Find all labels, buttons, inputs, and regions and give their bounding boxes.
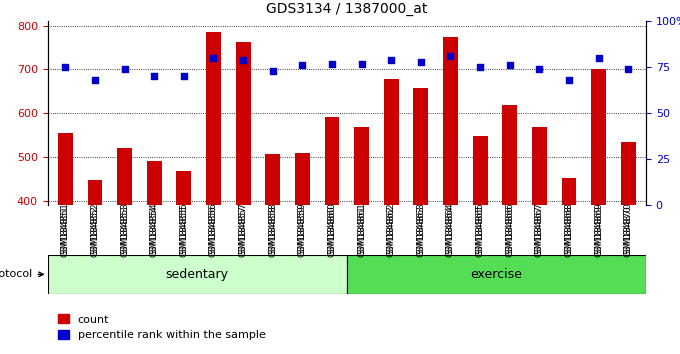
Point: [60, 64, 71, 70]
Text: GSM184862: GSM184862: [387, 205, 396, 260]
Text: GSM184870: GSM184870: [624, 205, 632, 260]
Point: [593, 55, 604, 61]
Point: [208, 55, 219, 61]
Bar: [621, 142, 636, 354]
Bar: [324, 117, 339, 354]
Text: GSM184857: GSM184857: [239, 205, 248, 260]
Bar: [177, 171, 191, 354]
Text: GSM184867: GSM184867: [535, 205, 544, 260]
Text: GSM184865: GSM184865: [475, 202, 485, 257]
Text: GSM184868: GSM184868: [564, 205, 573, 260]
Bar: [384, 79, 398, 354]
Text: GSM184858: GSM184858: [268, 205, 277, 260]
Text: protocol: protocol: [0, 269, 44, 279]
Bar: [265, 154, 280, 354]
Point: [297, 63, 308, 68]
Point: [238, 57, 249, 63]
Text: GSM184866: GSM184866: [505, 205, 514, 260]
Text: GSM184863: GSM184863: [416, 202, 426, 257]
Text: GSM184854: GSM184854: [150, 202, 158, 257]
Text: GSM184859: GSM184859: [298, 202, 307, 257]
Text: exercise: exercise: [471, 268, 522, 281]
Text: GSM184866: GSM184866: [505, 202, 514, 257]
Text: GSM184868: GSM184868: [564, 202, 573, 257]
Point: [623, 66, 634, 72]
Point: [415, 59, 426, 64]
Text: GSM184862: GSM184862: [387, 202, 396, 257]
Bar: [532, 127, 547, 354]
Bar: [206, 32, 221, 354]
Text: GSM184852: GSM184852: [90, 205, 99, 260]
Bar: [88, 180, 103, 354]
Text: GSM184853: GSM184853: [120, 205, 129, 260]
Bar: [503, 105, 517, 354]
Bar: [473, 136, 488, 354]
Text: GSM184869: GSM184869: [594, 202, 603, 257]
Text: sedentary: sedentary: [166, 268, 228, 281]
Text: GSM184857: GSM184857: [239, 202, 248, 257]
FancyBboxPatch shape: [347, 255, 646, 294]
Text: GSM184856: GSM184856: [209, 205, 218, 260]
Bar: [562, 178, 577, 354]
Point: [119, 66, 130, 72]
Text: GSM184869: GSM184869: [594, 205, 603, 260]
Text: GSM184864: GSM184864: [446, 205, 455, 260]
Point: [178, 74, 189, 79]
Text: GSM184863: GSM184863: [416, 205, 426, 260]
Text: GSM184851: GSM184851: [61, 205, 70, 260]
Point: [326, 61, 337, 67]
Point: [445, 53, 456, 59]
Text: GSM184855: GSM184855: [180, 202, 188, 257]
Title: GDS3134 / 1387000_at: GDS3134 / 1387000_at: [266, 2, 428, 16]
Text: GSM184860: GSM184860: [328, 205, 337, 260]
Point: [356, 61, 367, 67]
Bar: [147, 161, 162, 354]
Text: GSM184859: GSM184859: [298, 205, 307, 260]
Bar: [295, 153, 310, 354]
Text: GSM184853: GSM184853: [120, 202, 129, 257]
Bar: [591, 69, 606, 354]
Text: GSM184860: GSM184860: [328, 202, 337, 257]
Text: GSM184864: GSM184864: [446, 202, 455, 257]
Point: [267, 68, 278, 74]
Bar: [443, 36, 458, 354]
Text: GSM184851: GSM184851: [61, 202, 70, 257]
Text: GSM184856: GSM184856: [209, 202, 218, 257]
Bar: [413, 88, 428, 354]
Point: [505, 63, 515, 68]
Point: [149, 74, 160, 79]
Bar: [117, 148, 132, 354]
Point: [386, 57, 396, 63]
Text: GSM184861: GSM184861: [357, 205, 366, 260]
Text: GSM184852: GSM184852: [90, 202, 99, 257]
Point: [534, 66, 545, 72]
Text: GSM184870: GSM184870: [624, 202, 632, 257]
Text: GSM184858: GSM184858: [268, 202, 277, 257]
Legend: count, percentile rank within the sample: count, percentile rank within the sample: [53, 310, 270, 345]
FancyBboxPatch shape: [48, 255, 347, 294]
Point: [475, 64, 486, 70]
Text: GSM184867: GSM184867: [535, 202, 544, 257]
Text: GSM184855: GSM184855: [180, 205, 188, 260]
Bar: [354, 127, 369, 354]
Text: GSM184865: GSM184865: [475, 205, 485, 260]
Point: [90, 77, 101, 83]
Text: GSM184854: GSM184854: [150, 205, 158, 260]
Bar: [58, 133, 73, 354]
Text: GSM184861: GSM184861: [357, 202, 366, 257]
Point: [564, 77, 575, 83]
Bar: [236, 42, 250, 354]
